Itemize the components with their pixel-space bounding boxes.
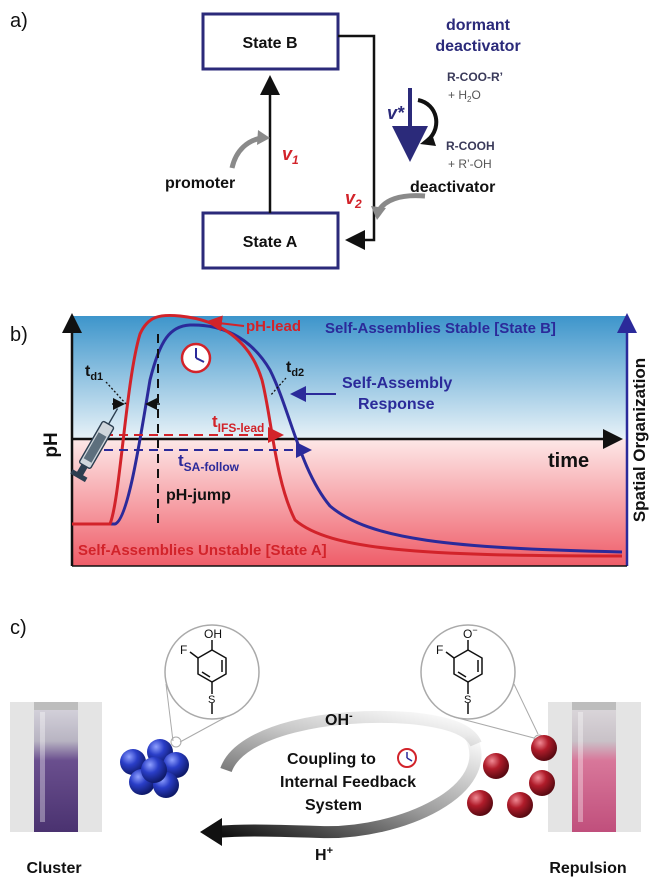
x-axis-label: time	[548, 450, 589, 472]
deactivator-path-arrow	[338, 34, 376, 250]
mol-left-oh: OH	[204, 627, 222, 641]
sa-response-curve	[72, 323, 623, 554]
magnifier-left-line1	[165, 683, 174, 742]
deactivator-label: deactivator	[410, 179, 495, 196]
mol-right-o: O−	[463, 625, 478, 641]
syringe-icon	[70, 408, 119, 483]
magnifier-right-line1	[513, 683, 539, 735]
repulsion-spheres	[467, 735, 557, 818]
t-sa-label: tSA-follow	[178, 451, 240, 474]
unstable-label: Self-Assemblies Unstable [State A]	[78, 542, 327, 559]
td1-label: td1	[85, 363, 103, 383]
promoter-label: promoter	[165, 175, 235, 192]
td2-pointer	[269, 377, 287, 397]
magnifier-left	[164, 624, 260, 720]
magnifier-left-target	[170, 736, 182, 748]
v-star-label: v*	[387, 103, 405, 123]
h-label: H+	[315, 845, 333, 864]
v2-label: v2	[345, 188, 362, 211]
ph-jump-label: pH-jump	[166, 487, 231, 504]
unstable-region	[72, 439, 627, 566]
clock-icon	[180, 342, 212, 374]
feedback-loop-arrowhead	[200, 818, 222, 846]
ester-label: R-COO-R’	[447, 70, 503, 84]
stable-region	[72, 316, 627, 439]
state-b-label: State B	[242, 35, 297, 52]
mol-left-s: S	[208, 694, 215, 706]
td2-label: td2	[286, 359, 304, 379]
coupling-line3: System	[305, 797, 362, 814]
dormant-label-line2: deactivator	[435, 38, 520, 55]
repulsion-label: Repulsion	[549, 860, 626, 877]
state-a-box	[201, 211, 340, 270]
vial-pink	[548, 702, 641, 832]
feedback-loop-arc	[214, 732, 482, 839]
panel-b: b) pH Spatial Organization time Self-Ass…	[10, 313, 649, 567]
v1-label: v1	[282, 144, 299, 167]
panel-c-label: c)	[10, 617, 27, 639]
deactivator-curved-arrow	[375, 193, 426, 214]
stable-label: Self-Assemblies Stable [State B]	[325, 320, 556, 337]
coupling-line2: Internal Feedback	[280, 774, 416, 791]
water-label: + H2O	[448, 88, 481, 104]
magnifier-right	[420, 624, 516, 720]
clock-icon-small	[397, 748, 417, 768]
mol-right-s: S	[464, 694, 471, 706]
oh-label: OH-	[325, 710, 353, 729]
hydrolysis-curved-arrow-head	[420, 134, 436, 146]
state-b-box	[201, 12, 340, 71]
y-axis-right-label: Spatial Organization	[630, 358, 649, 522]
acid-label: R-COOH	[446, 139, 495, 153]
y-axis-left-label: pH	[41, 432, 62, 457]
response-label-line1: Self-Assembly	[342, 375, 452, 392]
ph-lead-label: pH-lead	[246, 318, 301, 335]
panel-b-label: b)	[10, 324, 28, 346]
ph-lead-pointer	[206, 315, 245, 332]
vial-purple	[10, 702, 102, 832]
state-a-label: State A	[243, 234, 298, 251]
mol-right-f: F	[436, 643, 443, 657]
deactivator-arrow-head	[371, 206, 386, 220]
alcohol-label: + R’-OH	[448, 157, 492, 171]
panel-a: a) State B State A promoter v1 deactivat…	[10, 10, 521, 270]
cluster-spheres	[120, 739, 189, 798]
promoter-arrow-head	[257, 130, 270, 145]
cluster-label: Cluster	[26, 860, 81, 877]
molecule-right	[445, 640, 483, 714]
mol-left-f: F	[180, 643, 187, 657]
panel-a-label: a)	[10, 10, 28, 32]
feedback-loop-upper-arc	[220, 710, 482, 773]
panel-c: c)	[10, 617, 641, 877]
t-ifs-label: tIFS-lead	[212, 412, 264, 435]
magnifier-left-line2	[179, 716, 227, 743]
response-label-line2: Response	[358, 396, 435, 413]
molecule-left	[189, 640, 227, 714]
magnifier-right-line2	[453, 716, 535, 739]
ph-lead-curve	[72, 313, 623, 558]
dormant-label-line1: dormant	[446, 17, 511, 34]
hydrolysis-curved-arrow	[417, 98, 439, 142]
coupling-line1: Coupling to	[287, 751, 376, 768]
